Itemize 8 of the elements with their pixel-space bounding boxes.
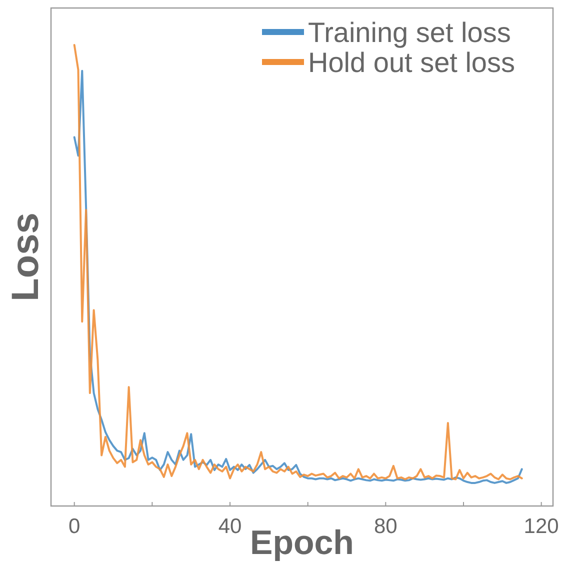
y-axis-title: Loss bbox=[5, 212, 47, 302]
x-tick-label: 0 bbox=[68, 515, 80, 538]
x-tick-label: 120 bbox=[524, 515, 559, 538]
legend-label: Hold out set loss bbox=[308, 47, 515, 78]
x-axis-title: Epoch bbox=[250, 524, 354, 562]
legend-label: Training set loss bbox=[308, 17, 511, 48]
x-tick-label: 40 bbox=[218, 515, 242, 538]
x-tick-label: 80 bbox=[374, 515, 398, 538]
